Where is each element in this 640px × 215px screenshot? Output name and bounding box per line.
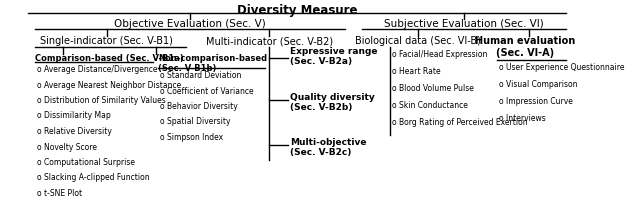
Text: o Impression Curve: o Impression Curve xyxy=(499,97,573,106)
Text: o Simpson Index: o Simpson Index xyxy=(160,133,223,142)
Text: o Average Nearest Neighbor Distance: o Average Nearest Neighbor Distance xyxy=(37,80,181,89)
Text: o Borg Rating of Perceived Exertion: o Borg Rating of Perceived Exertion xyxy=(392,118,527,127)
Text: Diversity Measure: Diversity Measure xyxy=(237,4,357,17)
Text: o Interviews: o Interviews xyxy=(499,114,545,123)
Text: Expressive range
(Sec. V-B2a): Expressive range (Sec. V-B2a) xyxy=(290,47,377,66)
Text: o Dissimilarity Map: o Dissimilarity Map xyxy=(37,112,111,120)
Text: o Distribution of Similarity Values: o Distribution of Similarity Values xyxy=(37,96,166,105)
Text: Human evaluation
(Sec. VI-A): Human evaluation (Sec. VI-A) xyxy=(474,36,575,58)
Text: o Heart Rate: o Heart Rate xyxy=(392,67,440,76)
Text: Objective Evaluation (Sec. V): Objective Evaluation (Sec. V) xyxy=(115,19,266,29)
Text: o Blood Volume Pulse: o Blood Volume Pulse xyxy=(392,84,474,93)
Text: o User Experience Questionnaire: o User Experience Questionnaire xyxy=(499,63,624,72)
Text: Quality diversity
(Sec. V-B2b): Quality diversity (Sec. V-B2b) xyxy=(290,93,374,112)
Text: o Spatial Diversity: o Spatial Diversity xyxy=(160,118,230,126)
Text: Multi-indicator (Sec. V-B2): Multi-indicator (Sec. V-B2) xyxy=(205,36,333,46)
Text: o Coefficient of Variance: o Coefficient of Variance xyxy=(160,86,253,95)
Text: o t-SNE Plot: o t-SNE Plot xyxy=(37,189,83,198)
Text: Single-indicator (Sec. V-B1): Single-indicator (Sec. V-B1) xyxy=(40,36,173,46)
Text: o Visual Comparison: o Visual Comparison xyxy=(499,80,577,89)
Text: Multi-objective
(Sec. V-B2c): Multi-objective (Sec. V-B2c) xyxy=(290,138,366,157)
Text: Biological data (Sec. VI-B): Biological data (Sec. VI-B) xyxy=(355,36,481,46)
Text: o Skin Conductance: o Skin Conductance xyxy=(392,101,468,110)
Text: Comparison-based (Sec. V-B1a): Comparison-based (Sec. V-B1a) xyxy=(35,54,184,63)
Text: o Average Distance/Divergence: o Average Distance/Divergence xyxy=(37,65,157,74)
Text: o Slacking A-clipped Function: o Slacking A-clipped Function xyxy=(37,174,150,183)
Text: o Facial/Head Expression: o Facial/Head Expression xyxy=(392,50,487,59)
Text: o Behavior Diversity: o Behavior Diversity xyxy=(160,102,237,111)
Text: o Relative Diversity: o Relative Diversity xyxy=(37,127,112,136)
Text: o Computational Surprise: o Computational Surprise xyxy=(37,158,135,167)
Text: o Novelty Score: o Novelty Score xyxy=(37,143,97,152)
Text: Non-comparison-based
(Sec. V-B1b): Non-comparison-based (Sec. V-B1b) xyxy=(158,54,267,73)
Text: Subjective Evaluation (Sec. VI): Subjective Evaluation (Sec. VI) xyxy=(385,19,544,29)
Text: o Standard Deviation: o Standard Deviation xyxy=(160,71,241,80)
